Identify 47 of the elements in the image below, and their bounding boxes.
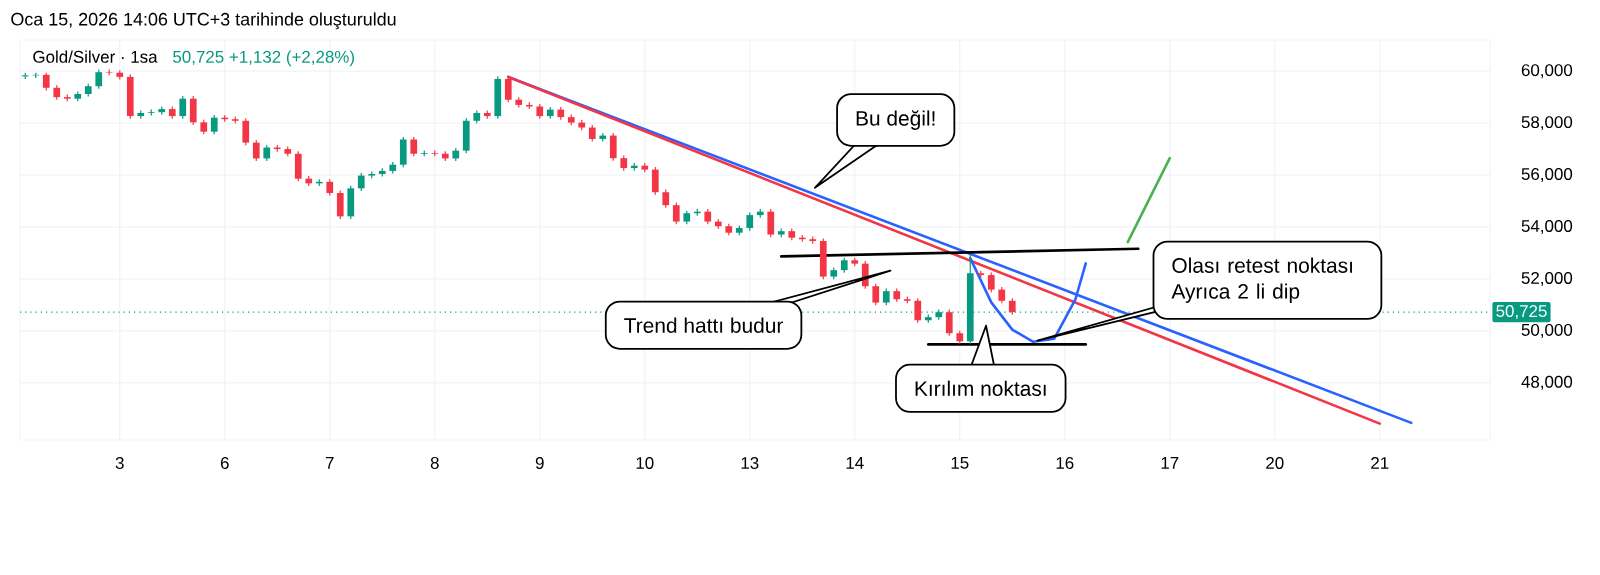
candlestick (651, 166, 659, 196)
x-tick-label: 7 (325, 457, 334, 469)
x-tick-label: 21 (1371, 457, 1389, 469)
y-tick-label: 48,000 (1521, 375, 1573, 390)
ref-line-label: 50,725 (1496, 305, 1547, 320)
candlestick (410, 136, 418, 157)
x-tick-label: 6 (220, 457, 229, 469)
candlestick (987, 271, 995, 293)
x-tick-label: 15 (951, 457, 969, 469)
candlestick (945, 309, 953, 337)
annotation: Trend hattı budur (624, 317, 784, 333)
candlestick (872, 283, 880, 306)
x-tick-label: 13 (741, 457, 759, 469)
candlestick (179, 95, 187, 120)
x-tick-label: 8 (430, 457, 439, 469)
candlestick (662, 189, 670, 209)
candlestick (336, 189, 344, 220)
line-series (968, 256, 1088, 344)
x-tick-label: 9 (535, 457, 544, 469)
text: Oca 15, 2026 14:06 UTC+3 tarihinde oluşturuldu (11, 12, 396, 30)
y-tick-label: 52,000 (1521, 271, 1573, 286)
candlestick (95, 69, 103, 90)
x-tick-label: 3 (115, 457, 124, 469)
y-tick-label: 58,000 (1521, 116, 1573, 131)
x-tick-label: 20 (1266, 457, 1284, 469)
annotation: Olası retest noktası Ayrıca 2 li dip (1171, 257, 1352, 303)
x-tick-label: 17 (1161, 457, 1179, 469)
candlestick (746, 211, 754, 232)
candlestick (767, 208, 775, 238)
annotation: Bu değil! (856, 110, 935, 130)
y-tick-label: 56,000 (1521, 168, 1573, 183)
y-tick-label: 54,000 (1521, 220, 1573, 234)
candlestick (252, 139, 260, 162)
text: 50,725 +1,132 (+2,28%) (173, 50, 354, 67)
candlestick (609, 132, 617, 162)
x-tick-label: 10 (636, 457, 654, 469)
chart-title: Gold/Silver · 1sa (33, 50, 158, 63)
candlestick (242, 117, 250, 146)
y-tick-label: 50,000 (1521, 323, 1573, 338)
x-tick-label: 16 (1056, 457, 1074, 469)
candlestick (914, 297, 922, 324)
candlestick (210, 114, 218, 135)
annotation: Kırılım noktası (915, 380, 1046, 397)
candlestick (672, 201, 680, 225)
candlestick (189, 95, 197, 126)
x-tick-label: 14 (846, 457, 864, 469)
y-tick-label: 60,000 (1521, 64, 1573, 79)
